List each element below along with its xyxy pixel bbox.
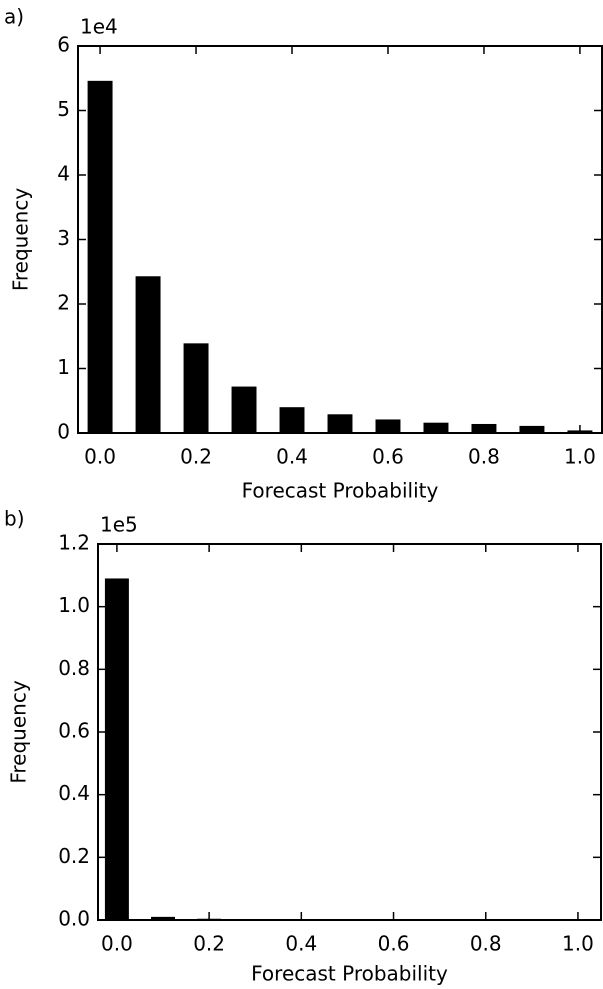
bar [231,386,257,433]
y-axis-label: Frequency [9,188,33,291]
offset-text: 1e5 [100,513,138,537]
x-tick-label: 0.8 [468,445,500,469]
y-tick-label: 2 [57,291,70,315]
bar [104,578,129,920]
bar [519,425,545,433]
x-tick-label: 0.0 [101,932,133,956]
y-tick-label: 3 [57,226,70,250]
x-tick-label: 0.2 [193,932,225,956]
bar [423,422,449,433]
x-axis-label: Forecast Probability [251,962,448,986]
y-tick-label: 1.2 [58,531,90,555]
x-tick-label: 1.0 [564,445,596,469]
y-tick-label: 0.8 [58,656,90,680]
y-tick-label: 6 [57,33,70,57]
y-tick-label: 0.6 [58,719,90,743]
y-tick-label: 4 [57,162,70,186]
y-axis-label: Frequency [7,680,31,783]
y-tick-label: 0 [57,420,70,444]
offset-text: 1e4 [80,15,118,39]
bar [151,916,175,920]
x-tick-label: 0.2 [180,445,212,469]
bar [327,414,353,433]
y-tick-label: 5 [57,97,70,121]
x-tick-label: 0.6 [372,445,404,469]
panel-label: a) [4,5,24,29]
x-tick-label: 0.4 [276,445,308,469]
bar [183,343,209,433]
x-tick-label: 0.0 [84,445,116,469]
y-tick-label: 0.0 [58,907,90,931]
bar [87,80,113,433]
bar [135,276,161,433]
x-tick-label: 0.6 [378,932,410,956]
plot-frame [97,543,602,921]
y-tick-label: 1.0 [58,593,90,617]
x-tick-label: 0.4 [285,932,317,956]
x-axis-label: Forecast Probability [242,479,439,503]
panel-label: b) [4,507,25,531]
x-tick-label: 0.8 [470,932,502,956]
plot-frame [77,45,603,434]
x-tick-label: 1.0 [562,932,594,956]
y-tick-label: 0.2 [58,844,90,868]
y-tick-label: 1 [57,355,70,379]
y-tick-label: 0.4 [58,781,90,805]
